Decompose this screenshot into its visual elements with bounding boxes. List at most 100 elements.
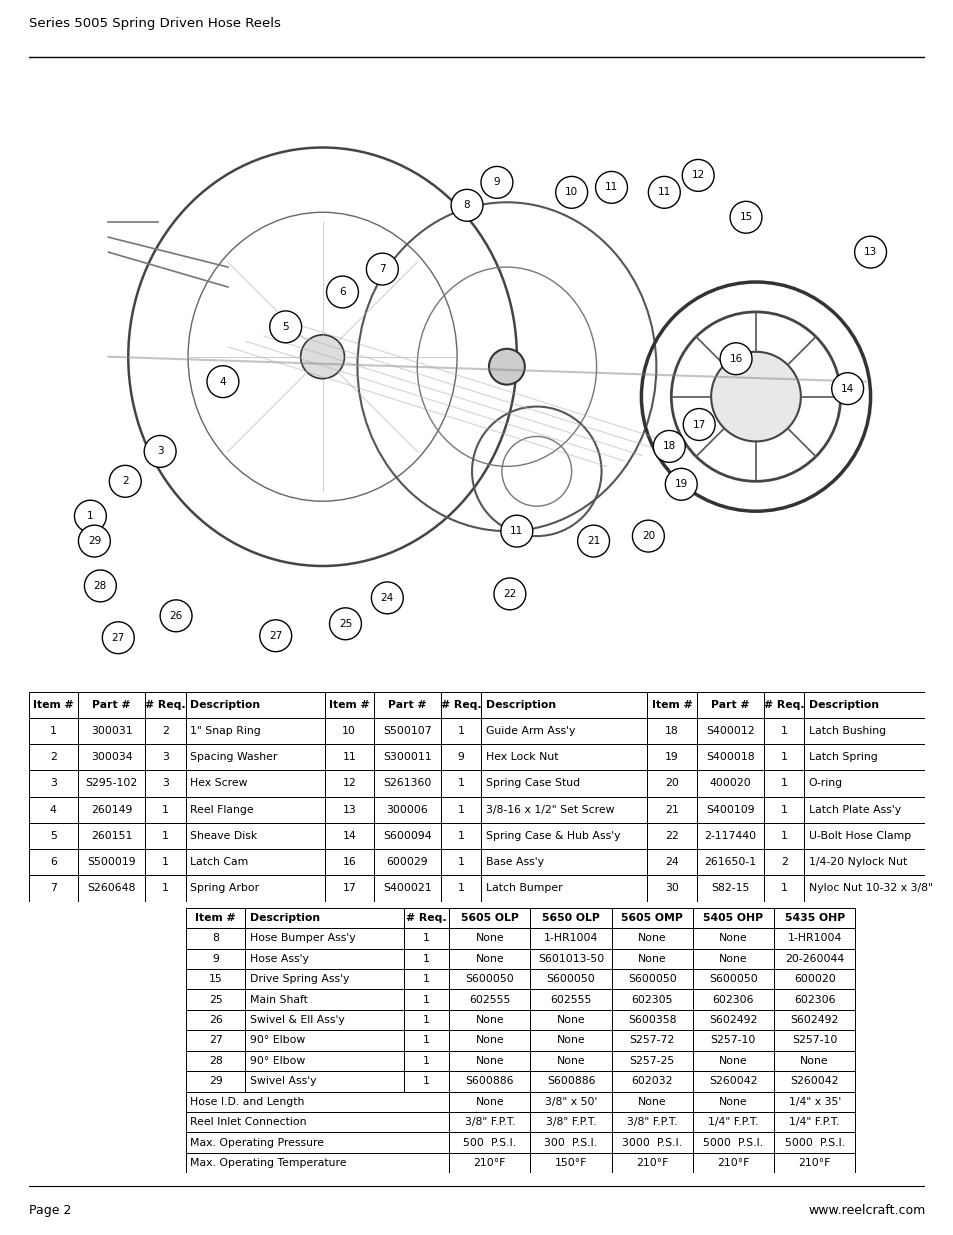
Text: 28: 28 [209, 1056, 222, 1066]
Bar [440, 876, 481, 902]
Bar [186, 929, 245, 948]
Bar [449, 989, 530, 1010]
Bar [324, 771, 374, 797]
Bar [324, 823, 374, 850]
Bar [481, 771, 647, 797]
Text: Item #: Item # [195, 913, 235, 923]
Text: Item #: Item # [33, 700, 73, 710]
Bar [145, 692, 185, 718]
Circle shape [74, 500, 106, 532]
Text: S600094: S600094 [383, 831, 432, 841]
Text: Guide Arm Ass'y: Guide Arm Ass'y [485, 726, 575, 736]
Text: None: None [638, 953, 666, 963]
Bar [696, 876, 763, 902]
Text: S600886: S600886 [546, 1077, 595, 1087]
Bar [611, 1071, 692, 1092]
Bar [803, 692, 924, 718]
Text: 400020: 400020 [709, 778, 750, 788]
Text: O-ring: O-ring [808, 778, 842, 788]
Text: www.reelcraft.com: www.reelcraft.com [807, 1204, 924, 1218]
Text: Swivel & Ell Ass'y: Swivel & Ell Ass'y [250, 1015, 344, 1025]
Bar [763, 850, 803, 876]
Text: 1: 1 [422, 1035, 430, 1046]
Text: 5000  P.S.I.: 5000 P.S.I. [702, 1137, 762, 1147]
Circle shape [366, 253, 397, 285]
Text: S300011: S300011 [383, 752, 432, 762]
Bar [403, 908, 449, 929]
Bar [449, 948, 530, 969]
Text: 602306: 602306 [793, 994, 835, 1004]
Text: 1: 1 [457, 883, 464, 893]
Bar [481, 823, 647, 850]
Bar [324, 797, 374, 823]
Bar [78, 771, 145, 797]
Text: 500  P.S.I.: 500 P.S.I. [463, 1137, 516, 1147]
Bar [186, 1030, 245, 1051]
Bar [29, 876, 78, 902]
Text: 16: 16 [342, 857, 355, 867]
Text: Description: Description [485, 700, 556, 710]
Text: 1: 1 [422, 953, 430, 963]
Text: 5: 5 [282, 322, 289, 332]
Bar [145, 823, 185, 850]
Text: 210°F: 210°F [636, 1158, 668, 1168]
Text: 3/8" x 50': 3/8" x 50' [544, 1097, 597, 1107]
Bar [803, 797, 924, 823]
Bar [803, 850, 924, 876]
Text: 1/4" x 35': 1/4" x 35' [788, 1097, 840, 1107]
Text: S400012: S400012 [705, 726, 754, 736]
Text: S600886: S600886 [465, 1077, 514, 1087]
Text: 300  P.S.I.: 300 P.S.I. [544, 1137, 597, 1147]
Text: 12: 12 [342, 778, 355, 788]
Bar [481, 797, 647, 823]
Text: 17: 17 [692, 420, 705, 430]
Bar [773, 1152, 854, 1173]
Circle shape [270, 311, 301, 343]
Text: 210°F: 210°F [717, 1158, 749, 1168]
Bar [611, 1051, 692, 1071]
Circle shape [371, 582, 403, 614]
Circle shape [102, 621, 134, 653]
Text: S260042: S260042 [708, 1077, 757, 1087]
Text: Nyloc Nut 10-32 x 3/8": Nyloc Nut 10-32 x 3/8" [808, 883, 932, 893]
Bar [186, 1152, 449, 1173]
Bar [530, 929, 611, 948]
Text: Description: Description [808, 700, 878, 710]
Bar [773, 1132, 854, 1152]
Bar [696, 692, 763, 718]
Bar [481, 718, 647, 743]
Bar [611, 1152, 692, 1173]
Text: 10: 10 [342, 726, 355, 736]
Bar [145, 771, 185, 797]
Bar [611, 948, 692, 969]
Text: 1: 1 [162, 805, 169, 815]
Text: 5000  P.S.I.: 5000 P.S.I. [783, 1137, 843, 1147]
Text: 2: 2 [162, 726, 169, 736]
Text: Spring Arbor: Spring Arbor [190, 883, 259, 893]
Text: S602492: S602492 [790, 1015, 838, 1025]
Text: 1: 1 [457, 857, 464, 867]
Bar [530, 1152, 611, 1173]
Text: S600050: S600050 [627, 974, 676, 984]
Bar [611, 929, 692, 948]
Bar [374, 823, 440, 850]
Bar [773, 1112, 854, 1132]
Bar [481, 850, 647, 876]
Bar [530, 989, 611, 1010]
Text: 1-HR1004: 1-HR1004 [786, 934, 841, 944]
Text: 1: 1 [457, 726, 464, 736]
Text: 28: 28 [93, 580, 107, 590]
Bar [324, 743, 374, 771]
Bar [374, 850, 440, 876]
Text: 3/8" F.P.T.: 3/8" F.P.T. [464, 1118, 515, 1128]
Text: None: None [800, 1056, 828, 1066]
Bar [186, 1051, 245, 1071]
Circle shape [259, 620, 292, 652]
Bar [803, 718, 924, 743]
Text: Max. Operating Temperature: Max. Operating Temperature [191, 1158, 347, 1168]
Text: 9: 9 [493, 178, 499, 188]
Text: 27: 27 [112, 632, 125, 642]
Text: Latch Spring: Latch Spring [808, 752, 877, 762]
Text: 24: 24 [380, 593, 394, 603]
Bar [692, 908, 773, 929]
